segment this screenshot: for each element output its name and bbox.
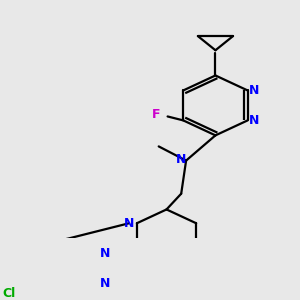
Text: N: N	[249, 114, 260, 127]
Text: N: N	[100, 248, 111, 260]
Text: N: N	[124, 217, 134, 230]
Text: N: N	[249, 84, 260, 97]
Text: N: N	[176, 152, 186, 166]
Text: Cl: Cl	[2, 287, 15, 300]
Text: F: F	[152, 108, 160, 121]
Text: N: N	[100, 278, 111, 290]
